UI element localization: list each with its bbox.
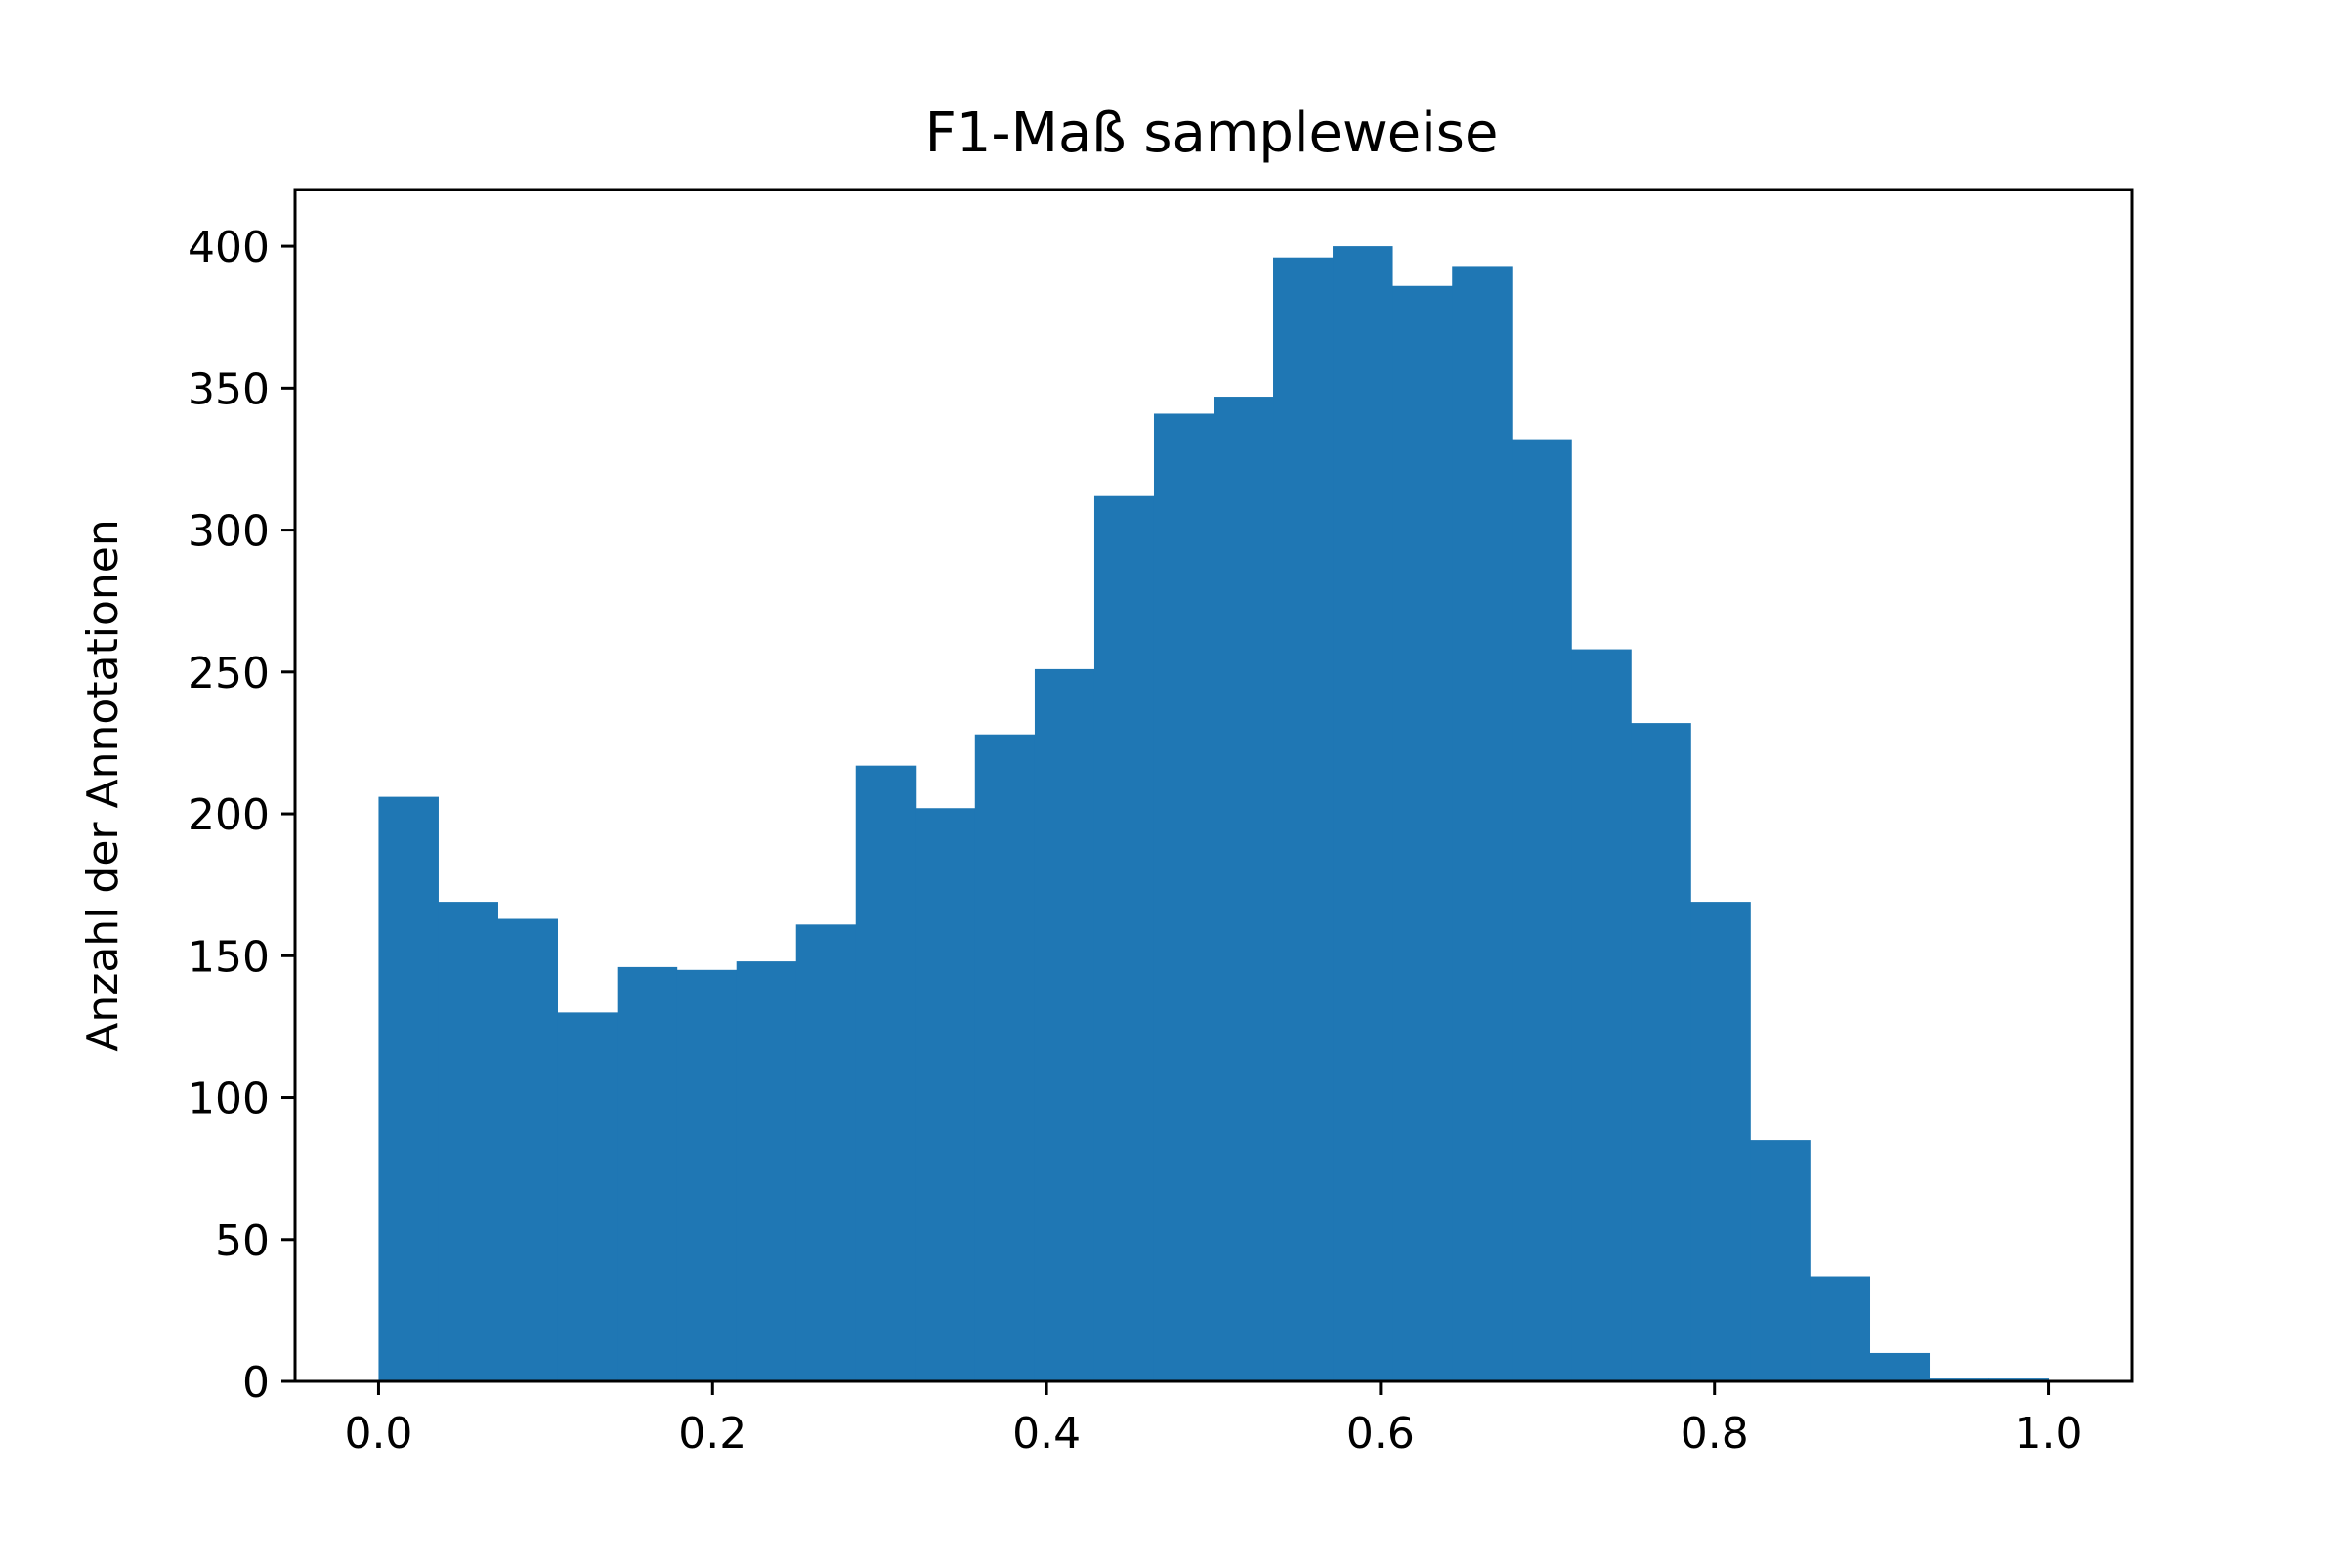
y-tick-label: 300	[188, 507, 270, 557]
x-tick-label: 0.2	[678, 1409, 746, 1459]
histogram-bar	[438, 902, 498, 1381]
y-tick-label: 350	[188, 364, 270, 414]
y-tick-label: 0	[242, 1358, 270, 1408]
histogram-bar	[1869, 1352, 1931, 1381]
histogram-bar	[736, 961, 797, 1381]
histogram-bar	[1214, 397, 1274, 1381]
x-tick-label: 0.6	[1346, 1409, 1415, 1459]
histogram-bar	[795, 924, 857, 1381]
histogram-bar	[915, 808, 976, 1381]
x-tick-label: 1.0	[2015, 1409, 2083, 1459]
histogram-bar	[1571, 649, 1632, 1381]
histogram-bar	[1153, 413, 1215, 1381]
histogram-bar	[1512, 439, 1572, 1382]
histogram-bar	[378, 796, 439, 1381]
y-axis-label: Anzahl der Annotationen	[78, 519, 128, 1051]
x-tick-label: 0.8	[1681, 1409, 1749, 1459]
histogram-bar	[497, 918, 558, 1381]
x-axis-ticks: 0.0 0.2 0.4 0.6 0.8 1.0	[344, 1381, 2083, 1459]
y-tick-label: 150	[188, 932, 270, 982]
y-tick-label: 50	[215, 1216, 270, 1266]
axes-frame	[293, 188, 2134, 1383]
x-tick-label: 0.0	[344, 1409, 412, 1459]
y-axis-ticks: 0 50 100 150 200 250 300 350 400	[188, 223, 295, 1408]
histogram-bar	[1392, 285, 1453, 1381]
bars-group	[378, 246, 2050, 1382]
histogram-bar	[1690, 902, 1751, 1381]
y-tick-label: 200	[188, 790, 270, 840]
histogram-bar	[1273, 257, 1334, 1381]
y-tick-label: 400	[188, 223, 270, 273]
histogram-bar	[1333, 246, 1393, 1382]
histogram-bar	[1034, 668, 1095, 1381]
histogram-bar	[1750, 1140, 1811, 1381]
y-tick-label: 250	[188, 649, 270, 699]
x-tick-label: 0.4	[1012, 1409, 1081, 1459]
histogram-bar	[617, 966, 678, 1381]
histogram-bar	[855, 765, 917, 1381]
histogram-bar	[557, 1012, 618, 1381]
histogram-bar	[1093, 495, 1155, 1381]
chart-title: F1-Maß sampleweise	[925, 102, 1499, 165]
y-tick-label: 100	[188, 1075, 270, 1124]
histogram-bar	[1810, 1276, 1871, 1381]
histogram-bar	[974, 734, 1036, 1381]
histogram-bar	[676, 969, 738, 1381]
histogram-bar	[1452, 266, 1513, 1381]
histogram-bar	[1631, 723, 1691, 1381]
